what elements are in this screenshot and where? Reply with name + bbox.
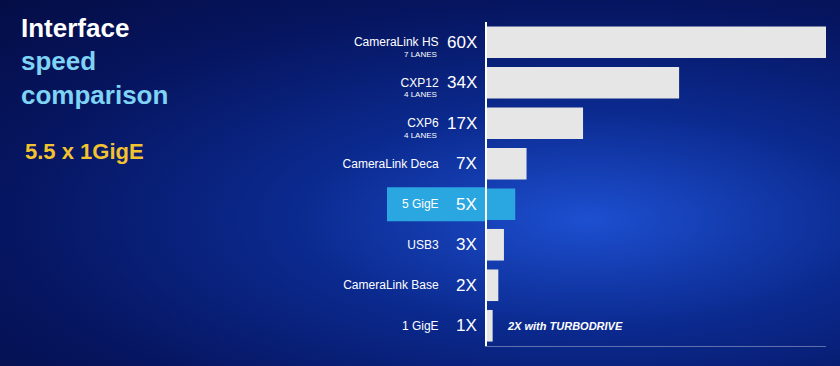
svg-text:7X: 7X [456,154,477,173]
svg-text:1X: 1X [456,316,477,335]
svg-text:5 GigE: 5 GigE [402,197,439,211]
svg-text:17X: 17X [447,114,477,133]
svg-text:Interfacespeedcomparison: Interfacespeedcomparison [21,13,168,111]
svg-text:1 GigE: 1 GigE [402,319,439,333]
svg-text:60X: 60X [447,33,477,52]
svg-text:CameraLink Base: CameraLink Base [343,278,439,292]
svg-text:CXP12: CXP12 [401,76,439,90]
svg-text:5.5 x 1GigE: 5.5 x 1GigE [25,139,144,164]
svg-text:2X: 2X [456,276,477,295]
svg-text:USB3: USB3 [407,238,439,252]
svg-text:3X: 3X [456,235,477,254]
svg-text:CameraLink HS: CameraLink HS [354,35,439,49]
svg-text:CameraLink Deca: CameraLink Deca [343,157,439,171]
svg-text:CXP6: CXP6 [407,116,439,130]
svg-text:5X: 5X [456,195,477,214]
svg-text:4 LANES: 4 LANES [404,90,437,99]
svg-text:7 LANES: 7 LANES [404,50,437,59]
svg-text:34X: 34X [447,73,477,92]
svg-text:2X with TURBODRIVE: 2X with TURBODRIVE [507,320,623,332]
svg-text:4 LANES: 4 LANES [404,131,437,140]
